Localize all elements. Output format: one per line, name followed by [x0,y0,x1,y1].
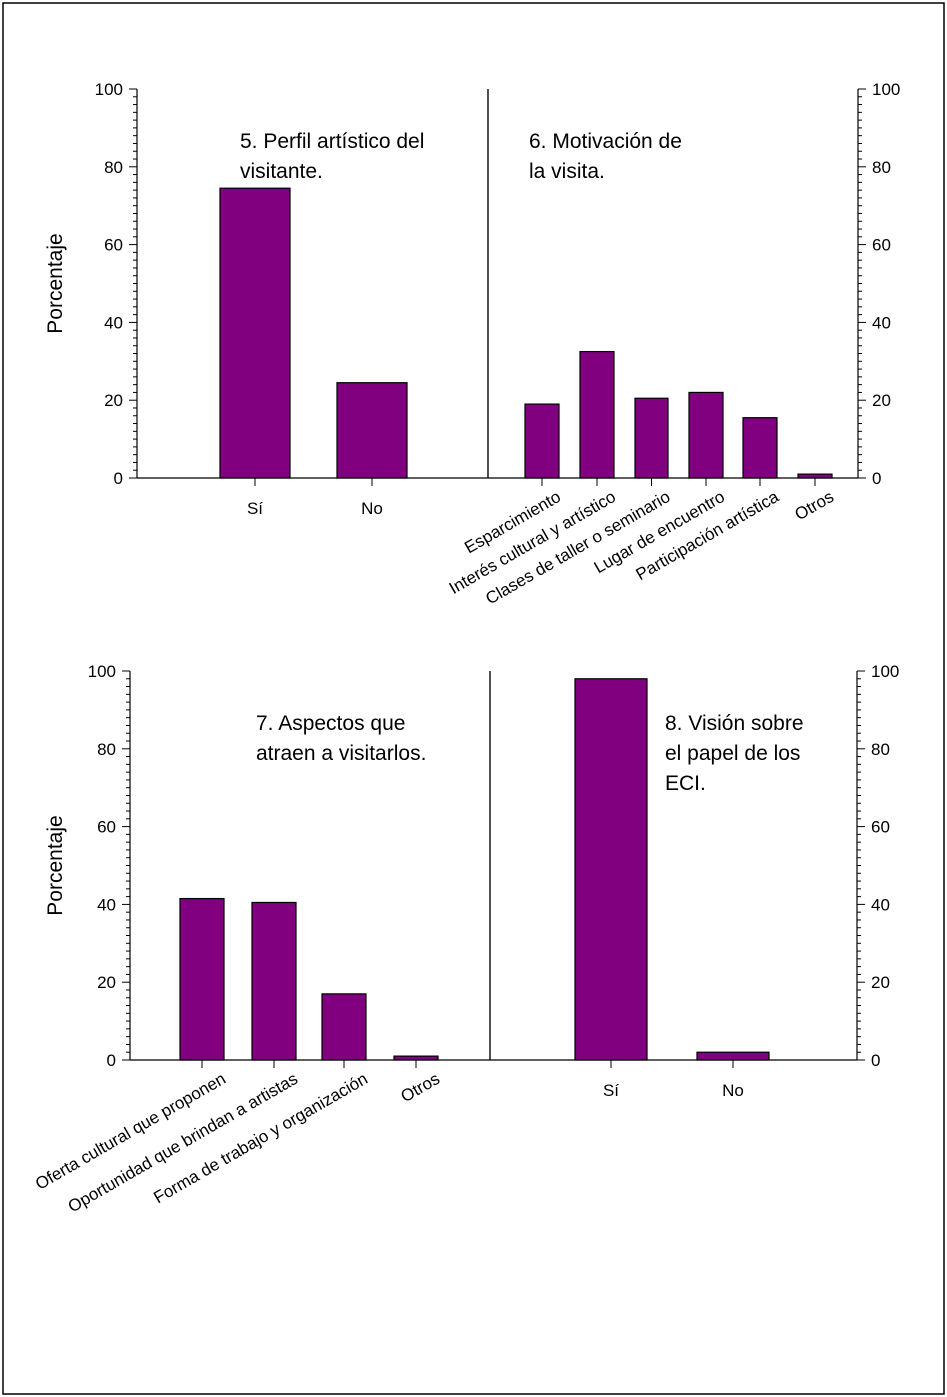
chart-panel-5: 0 20 40 60 80 100 Sí No 5. Perfil artístico del v… [44,80,489,518]
y-tick-label: 100 [872,80,900,99]
x-category-label: No [361,499,383,518]
x-category-label: Sí [603,1081,619,1100]
y-tick-label: 60 [872,236,891,255]
y-tick-label: 20 [872,391,891,410]
y-tick-label: 60 [871,818,890,837]
panel-title-line: ECI. [665,772,706,795]
panel-title-line: la visita. [529,160,605,183]
y-tick-label: 80 [872,158,891,177]
bar-6-0 [524,403,560,479]
bar-6-5 [797,473,833,479]
y-tick-label: 80 [871,740,890,759]
bar-6-2 [634,397,669,479]
y-tick-label: 0 [872,469,881,488]
y-tick-label: 0 [871,1051,880,1070]
chart-panel-8: 0 20 40 60 80 100 Sí No 8. Visión sobre el papel … [489,662,899,1100]
y-tick-label: 20 [97,973,116,992]
panel-title-line: 5. Perfil artístico del [240,130,424,153]
panel-title-line: visitante. [240,160,323,183]
bar-6-4 [742,417,778,479]
y-axis-label: Porcentaje [44,815,67,915]
y-tick-label: 80 [104,158,123,177]
bar-6-1 [579,350,615,479]
y-tick-label: 60 [97,818,116,837]
y-tick-label: 40 [872,313,891,332]
y-tick-label: 40 [97,895,116,914]
panel-title-line: 7. Aspectos que [256,712,405,735]
chart-panels: 0 20 40 60 80 100 Sí No 5. Perfil artístico del v… [32,80,900,1216]
y-tick-label: 60 [104,236,123,255]
bar-5-1 [336,382,408,479]
y-tick-label: 100 [88,662,116,681]
x-category-label: Sí [247,499,263,518]
bar-7-2 [321,993,367,1061]
panel-title-line: el papel de los [665,742,800,765]
y-tick-label: 80 [97,740,116,759]
y-tick-label: 20 [871,973,890,992]
y-tick-label: 0 [114,469,123,488]
bar-5-0 [219,187,291,479]
bar-8-0 [574,678,648,1061]
x-category-label: No [722,1081,744,1100]
bar-7-1 [251,901,297,1061]
bar-7-3 [393,1055,439,1061]
y-tick-label: 20 [104,391,123,410]
y-tick-label: 40 [871,895,890,914]
x-category-label: Otros [398,1069,443,1106]
bar-8-1 [696,1051,770,1061]
panel-title-line: atraen a visitarlos. [256,742,426,765]
y-tick-label: 100 [871,662,899,681]
panel-title-line: 6. Motivación de [529,130,682,153]
panel-title-line: 8. Visión sobre [665,712,804,735]
bar-7-0 [179,897,225,1061]
bar-6-3 [688,391,724,479]
y-tick-label: 0 [107,1051,116,1070]
y-tick-label: 100 [95,80,123,99]
y-tick-label: 40 [104,313,123,332]
y-axis-label: Porcentaje [44,233,67,333]
x-category-label: Otros [792,487,837,524]
